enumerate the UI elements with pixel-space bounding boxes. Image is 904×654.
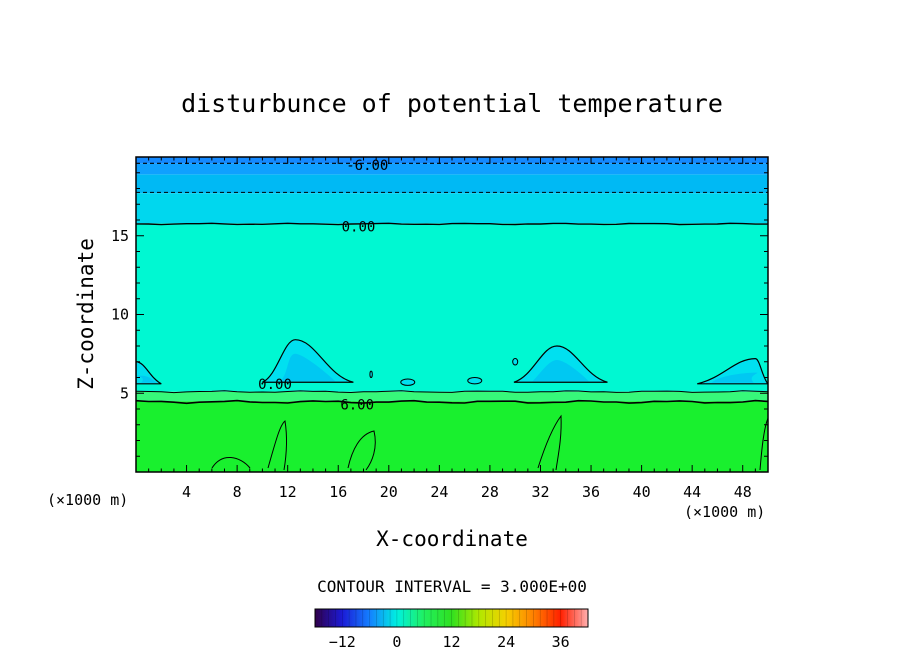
colorbar-rect <box>314 608 589 628</box>
x-tick-label-32: 32 <box>531 483 549 501</box>
plot-content <box>136 157 768 472</box>
contour-band-1 <box>136 391 768 402</box>
contour-band-0 <box>136 401 768 472</box>
x-tick-label-4: 4 <box>182 483 191 501</box>
plot-area <box>136 157 768 472</box>
colorbar-tick-label--12: −12 <box>329 633 356 651</box>
x-tick-label-12: 12 <box>279 483 297 501</box>
chart-title: disturbunce of potential temperature <box>181 89 723 118</box>
low-level-contour-4 <box>759 417 768 471</box>
low-level-contour-0 <box>211 457 251 469</box>
x-tick-label-20: 20 <box>380 483 398 501</box>
contour-interval-text: CONTOUR INTERVAL = 3.000E+00 <box>317 577 587 596</box>
cold-bubble-core-3 <box>136 375 157 383</box>
contour-line-0 <box>136 222 768 226</box>
low-level-contour-1 <box>267 420 288 471</box>
x-tick-label-16: 16 <box>329 483 347 501</box>
colorbar-tick-label-24: 24 <box>497 633 515 651</box>
contour-label-1: 0.00 <box>342 219 376 235</box>
contour-label-3: 6.00 <box>340 397 374 413</box>
colorbar: −12 0 12 24 36 <box>314 608 589 651</box>
x-tick-label-48: 48 <box>734 483 752 501</box>
y-tick-label-15: 15 <box>111 227 129 245</box>
cold-bubble-contour-1 <box>513 345 608 383</box>
low-level-contour-3 <box>537 414 562 471</box>
contour-label-2: 0.00 <box>258 377 292 393</box>
cold-bubble-fill-3 <box>136 361 162 384</box>
x-tick-label-40: 40 <box>633 483 651 501</box>
contour-line-3 <box>136 390 768 394</box>
cold-bubble-contour-0 <box>262 339 354 383</box>
y-axis-label: Z-coordinate <box>74 238 98 390</box>
x-tick-label-28: 28 <box>481 483 499 501</box>
contour-label-0: -6.00 <box>346 158 388 174</box>
contour-band-5 <box>136 163 768 175</box>
cold-bubble-core-0 <box>280 353 336 382</box>
contour-line-6 <box>136 399 768 405</box>
x-tick-label-44: 44 <box>683 483 701 501</box>
small-contour-3 <box>512 358 519 366</box>
low-level-contour-2 <box>347 430 376 471</box>
contour-band-3 <box>136 193 768 224</box>
small-contour-1 <box>400 378 416 386</box>
colorbar-tick-label-0: 0 <box>392 633 401 651</box>
contour-band-2 <box>136 223 768 392</box>
small-contour-0 <box>369 370 373 379</box>
x-tick-label-8: 8 <box>233 483 242 501</box>
colorbar-tick-label-36: 36 <box>552 633 570 651</box>
x-unit-right: (×1000 m) <box>684 503 765 521</box>
cold-bubble-core-1 <box>532 360 589 382</box>
cold-bubble-contour-2 <box>697 357 768 385</box>
small-contour-2 <box>467 376 483 385</box>
y-tick-label-5: 5 <box>120 384 129 402</box>
x-tick-label-24: 24 <box>430 483 448 501</box>
x-unit-left: (×1000 m) <box>47 491 128 509</box>
y-tick-label-10: 10 <box>111 306 129 324</box>
contour-band-4 <box>136 174 768 194</box>
x-tick-label-36: 36 <box>582 483 600 501</box>
cold-bubble-core-2 <box>711 372 758 383</box>
x-axis-label: X-coordinate <box>376 527 528 551</box>
colorbar-tick-label-12: 12 <box>442 633 460 651</box>
contour-label-layer: -6.00 0.00 0.00 6.00 <box>258 158 388 413</box>
